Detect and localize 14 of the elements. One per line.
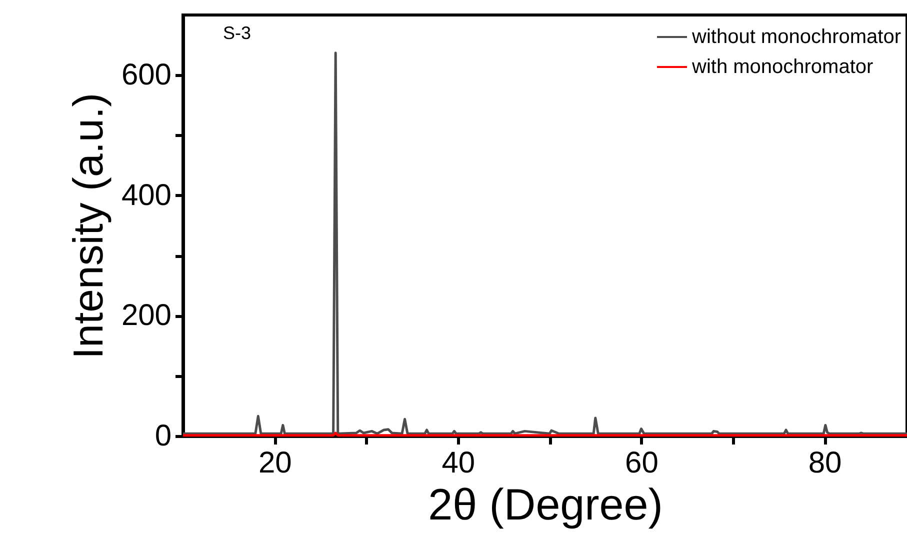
- line-series: [182, 52, 907, 435]
- legend-label: without monochromator: [691, 26, 902, 48]
- y-tick-label: 600: [121, 58, 172, 92]
- y-tick-label: 200: [121, 299, 172, 332]
- y-axis-title: Intensity (a.u.): [64, 92, 112, 360]
- legend-label: with monochromator: [691, 56, 874, 78]
- y-tick-label: 0: [154, 420, 172, 452]
- annotation: S-3: [223, 23, 252, 43]
- x-tick-label: 60: [625, 446, 658, 480]
- y-tick-label: 400: [121, 178, 172, 212]
- x-tick-label: 20: [258, 446, 292, 480]
- x-axis-title: 2θ (Degree): [428, 480, 663, 530]
- x-tick-label: 80: [808, 446, 842, 480]
- x-tick-label: 40: [442, 446, 476, 480]
